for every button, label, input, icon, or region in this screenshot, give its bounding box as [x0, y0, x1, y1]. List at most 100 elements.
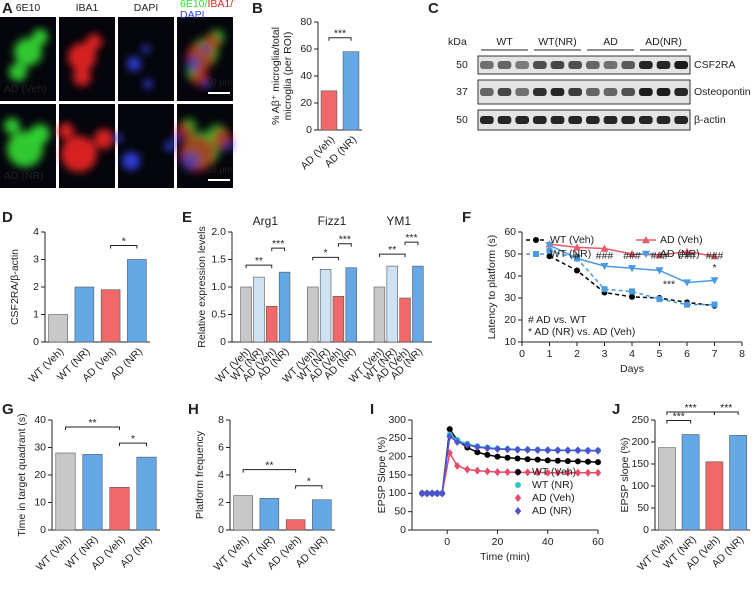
significance-bracket [404, 241, 419, 246]
bar [253, 276, 265, 343]
y-tick-label: 0 [643, 524, 649, 536]
signal-blob [186, 57, 200, 71]
blot-band [533, 61, 547, 69]
legend-marker [515, 482, 521, 488]
point [573, 255, 581, 263]
x-tick-label: 6 [684, 348, 690, 360]
blot-group-label: WT(NR) [538, 36, 576, 48]
significance-label: *** [720, 402, 732, 414]
blot-band [480, 116, 494, 124]
legend-marker [642, 250, 650, 258]
x-tick-label: 60 [592, 536, 604, 548]
y-tick-label: 40 [504, 270, 516, 282]
panel-letter: E [182, 209, 192, 226]
signal-blob [30, 124, 50, 144]
significance-bracket [337, 243, 352, 247]
point [683, 279, 691, 287]
significance-mark: ### [596, 250, 614, 262]
signal-blob [127, 57, 141, 71]
legend-label: WT (NR) [550, 248, 591, 260]
y-tick-label: 50 [637, 502, 649, 514]
y-axis-title: Latency to platform (s) [486, 235, 498, 339]
kda-marker: 50 [456, 59, 468, 71]
protein-label: Osteopontin [694, 86, 751, 98]
y-tick-label: 0 [306, 124, 312, 136]
point [514, 445, 521, 454]
point [656, 296, 663, 303]
micrograph-signal [114, 134, 175, 170]
y-tick-label: 150 [631, 458, 649, 470]
legend-label: WT (NR) [532, 479, 573, 491]
protein-label: β-actin [694, 114, 726, 126]
significance-label: * [131, 433, 135, 445]
signal-blob [173, 134, 181, 142]
y-tick-label: 60 [300, 43, 312, 55]
point [564, 446, 572, 455]
significance-label: ** [388, 244, 396, 256]
x-tick-label: 0 [519, 348, 525, 360]
blot-band [550, 61, 565, 69]
panel-letter: D [2, 209, 13, 226]
bar [278, 271, 291, 343]
signal-blob [202, 79, 212, 89]
micrograph-signal [58, 123, 114, 172]
bar [48, 314, 68, 343]
point [546, 253, 553, 260]
significance-bracket [666, 411, 715, 415]
significance-bracket [295, 485, 323, 489]
y-tick-label: 3 [33, 253, 39, 265]
point [554, 446, 561, 455]
significance-label: *** [339, 234, 351, 246]
point [655, 251, 664, 259]
significance-bracket [242, 469, 297, 473]
point [494, 444, 501, 453]
bar [136, 456, 157, 531]
group-label: Arg1 [253, 214, 279, 228]
point [545, 242, 554, 250]
legend-marker [514, 507, 522, 515]
signal-blob [114, 134, 122, 142]
blot-band [621, 88, 635, 96]
y-tick-label: 2 [33, 281, 39, 293]
significance-label: *** [334, 27, 346, 39]
blot-band [674, 61, 688, 69]
point [504, 445, 511, 454]
point [554, 468, 561, 477]
y-tick-label: 200 [388, 450, 406, 462]
significance-bracket [245, 264, 273, 269]
y-tick-label: 2 [218, 496, 224, 508]
blot-group-label: AD(NR) [645, 36, 682, 48]
micrograph [118, 104, 174, 188]
signal-blob [73, 68, 91, 86]
y-axis-title: EPSP slope (%) [619, 437, 631, 512]
legend-label: AD (NR) [660, 248, 700, 260]
blot-band [621, 61, 635, 69]
blot-band [497, 116, 512, 124]
point [484, 451, 491, 458]
significance-mark: * [712, 262, 716, 274]
blot-band [550, 88, 565, 96]
signal-blob [32, 29, 48, 45]
bar [109, 487, 130, 531]
blot-group-label: AD [603, 36, 618, 48]
significance-mark: ### [623, 250, 641, 262]
bar [233, 495, 253, 531]
bar [412, 265, 424, 343]
bar [399, 297, 411, 343]
y-tick-label: 0 [40, 524, 46, 536]
y-tick-label: 60 [504, 226, 516, 238]
y-tick-label: 50 [504, 248, 516, 260]
point [474, 466, 481, 475]
bar [55, 452, 76, 531]
x-axis-title: Days [620, 363, 644, 375]
significance-mark: ### [706, 250, 724, 262]
y-axis-title: EPSP Slope (%) [376, 437, 388, 514]
merge-label-part: IBA1/ [207, 0, 233, 10]
bar [332, 296, 345, 343]
significance-label: ** [255, 255, 263, 267]
y-tick-label: 100 [388, 487, 406, 499]
x-tick-label: 40 [542, 536, 554, 548]
significance-mark: *** [663, 278, 675, 290]
bar [266, 305, 278, 343]
